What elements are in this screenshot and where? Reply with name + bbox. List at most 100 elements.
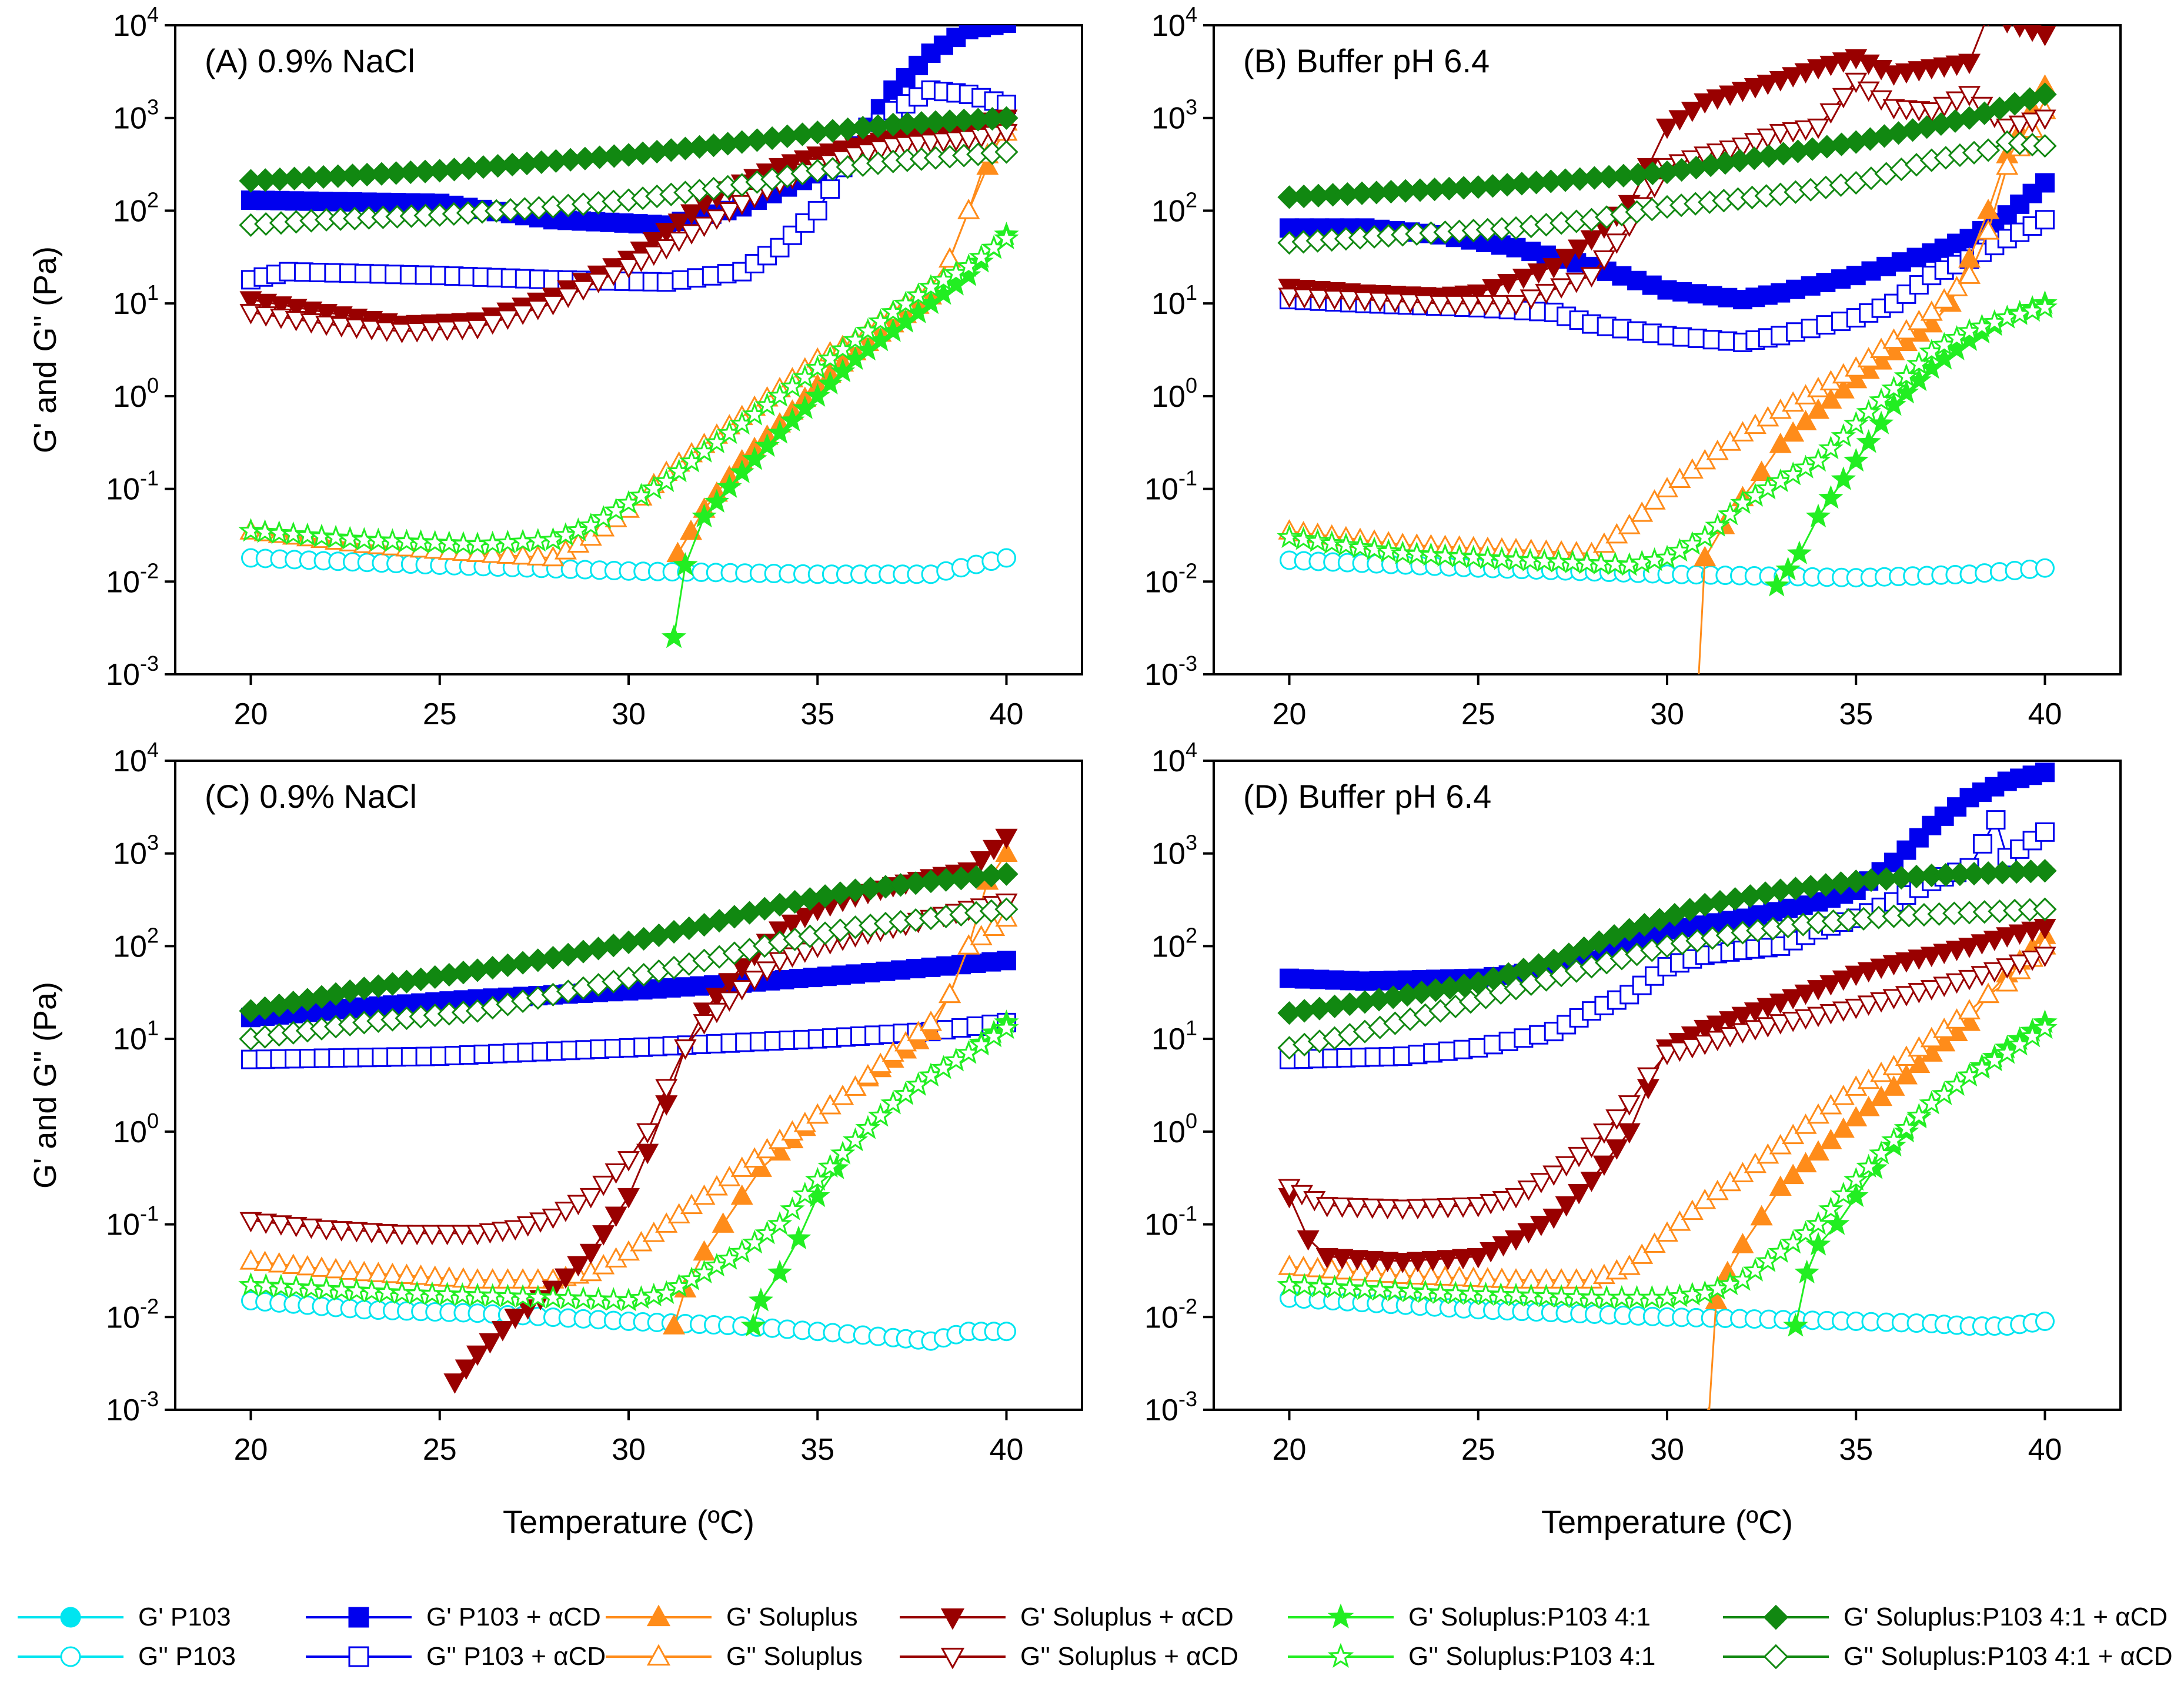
data-point (1764, 573, 1789, 597)
data-point (296, 1255, 319, 1276)
data-point (1794, 1113, 1817, 1134)
data-point (1782, 67, 1805, 88)
data-point (1492, 1236, 1515, 1257)
data-point (2035, 1312, 2055, 1332)
data-point (617, 258, 640, 279)
y-axis-label: G' and G'' (Pa) (28, 982, 63, 1189)
data-point (406, 1225, 429, 1246)
y-tick-base: 10 (1151, 380, 1185, 414)
data-point (667, 213, 690, 234)
data-point (602, 265, 625, 286)
data-point (860, 963, 880, 983)
data-point (345, 1222, 368, 1243)
data-point (579, 1243, 602, 1265)
legend-item: G'' P103 (18, 1642, 236, 1671)
data-point (1517, 1180, 1540, 1201)
data-point (1881, 1127, 1906, 1152)
y-tick-label: 10-3 (1144, 651, 1197, 692)
legend-item: G' P103 (18, 1603, 231, 1631)
data-point (1705, 1289, 1728, 1309)
data-point (1906, 1102, 1932, 1127)
y-tick-label: 103 (113, 95, 159, 136)
data-point (420, 321, 443, 342)
data-point (1467, 284, 1490, 305)
data-area (238, 25, 1019, 648)
data-point (1550, 278, 1573, 299)
data-point (754, 433, 780, 457)
data-point (1480, 1194, 1502, 1215)
data-point (781, 914, 804, 935)
x-tick-label: 25 (423, 697, 457, 731)
legend-marker (1327, 1643, 1354, 1668)
data-point (932, 132, 955, 153)
data-point (1347, 534, 1373, 558)
data-point (1731, 81, 1754, 102)
data-point (375, 1223, 398, 1245)
data-point (2008, 954, 2031, 975)
y-tick-base: 10 (1144, 473, 1178, 507)
data-point (1655, 118, 1679, 139)
data-point (1504, 1188, 1528, 1209)
data-point (1805, 503, 1831, 528)
data-point (360, 1223, 383, 1243)
data-point (253, 1250, 276, 1272)
data-point (1958, 263, 1981, 284)
data-point (1818, 435, 1844, 460)
data-point (1783, 1313, 1808, 1337)
y-tick-label: 104 (113, 738, 159, 778)
data-point (2035, 762, 2055, 782)
data-point (567, 1195, 590, 1216)
y-tick-label: 10-2 (1144, 558, 1197, 599)
data-point (323, 524, 349, 549)
data-point (1744, 133, 1766, 153)
data-point (1535, 283, 1558, 305)
data-point (1392, 1046, 1412, 1066)
y-tick-exponent: -2 (1178, 1294, 1197, 1318)
data-point (1323, 289, 1346, 310)
y-tick-exponent: 2 (147, 923, 159, 947)
data-point (868, 1102, 893, 1127)
panel-title: (D) Buffer pH 6.4 (1243, 778, 1491, 815)
data-point (1483, 1035, 1503, 1055)
data-point (705, 209, 728, 230)
data-point (2033, 946, 2056, 968)
data-point (1958, 938, 1981, 958)
data-point (1490, 295, 1512, 316)
legend-item: G'' Soluplus (606, 1642, 863, 1671)
data-point (325, 1257, 348, 1279)
data-point (1694, 546, 1717, 567)
y-tick-label: 104 (113, 2, 159, 43)
data-point (1771, 283, 1791, 303)
data-point (443, 1373, 466, 1394)
legend-marker (348, 1607, 369, 1628)
data-point (1756, 998, 1779, 1019)
data-point (1278, 287, 1301, 309)
legend-item: G'' Soluplus + αCD (900, 1642, 1238, 1671)
data-point (1512, 269, 1535, 289)
data-point (337, 526, 363, 550)
data-point (743, 971, 766, 991)
data-point (1870, 992, 1893, 1013)
y-tick-label: 102 (1151, 923, 1197, 964)
data-point (504, 1309, 527, 1329)
data-point (981, 952, 1001, 972)
data-point (1861, 261, 1881, 281)
data-point (636, 1143, 659, 1165)
data-point (793, 908, 816, 928)
data-point (269, 309, 292, 329)
data-point (1476, 1267, 1499, 1287)
data-point (512, 544, 535, 565)
data-point (1786, 540, 1812, 564)
data-point (1592, 1123, 1615, 1144)
data-point (957, 199, 980, 219)
data-point (1320, 1257, 1343, 1279)
y-tick-label: 10-1 (1144, 466, 1197, 507)
data-point (995, 828, 1018, 849)
data-point (970, 128, 993, 149)
data-point (767, 1211, 793, 1235)
data-point (526, 300, 549, 320)
series-mix-g2 (238, 1015, 1019, 1312)
y-tick-exponent: 1 (1185, 280, 1197, 305)
legend-item: G' Soluplus (606, 1603, 858, 1631)
data-point (1845, 998, 1868, 1019)
